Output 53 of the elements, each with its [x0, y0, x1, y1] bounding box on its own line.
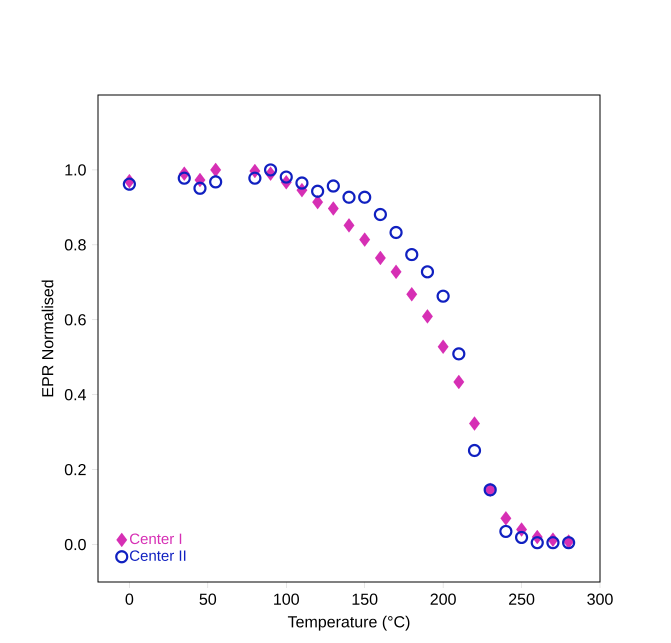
legend-label: Center I — [130, 533, 182, 544]
point — [546, 536, 560, 550]
point — [452, 347, 466, 360]
x-tick-label: 150 — [352, 594, 378, 605]
point — [468, 444, 482, 458]
point — [389, 226, 403, 240]
point — [358, 190, 372, 204]
x-tick-label: 300 — [587, 594, 613, 605]
x-axis-title: Temperature (°C) — [288, 616, 410, 631]
point — [344, 218, 354, 233]
point — [264, 163, 278, 177]
point — [280, 170, 293, 184]
x-tick-label: 100 — [274, 594, 299, 605]
point — [422, 309, 433, 324]
point — [405, 248, 418, 262]
point — [514, 530, 528, 544]
point — [295, 176, 309, 190]
point — [469, 416, 480, 431]
point — [122, 178, 136, 191]
point — [499, 524, 512, 538]
point — [209, 175, 222, 188]
legend-label: Center II — [130, 550, 186, 561]
point — [359, 232, 370, 247]
x-tick-label: 250 — [509, 594, 534, 605]
point — [406, 287, 418, 302]
y-tick-label: 1.0 — [65, 164, 86, 176]
y-tick-label: 0.6 — [64, 314, 86, 326]
y-tick-label: 0.8 — [64, 239, 86, 251]
point — [500, 511, 512, 526]
point — [326, 179, 340, 193]
point — [436, 290, 450, 303]
point — [312, 194, 324, 210]
point — [453, 374, 464, 390]
point — [390, 264, 402, 280]
point — [178, 172, 191, 185]
point — [420, 265, 434, 278]
y-tick-label: 0.0 — [64, 538, 86, 550]
point — [342, 190, 356, 204]
x-tick-label: 50 — [200, 594, 216, 605]
x-tick-label: 200 — [430, 594, 456, 605]
point — [248, 172, 262, 185]
point — [374, 208, 387, 222]
point — [193, 182, 207, 195]
point — [311, 184, 324, 198]
y-axis-title: EPR Normalised — [42, 280, 54, 396]
point — [438, 340, 449, 354]
y-tick-label: 0.2 — [64, 464, 86, 476]
point — [374, 250, 386, 266]
x-tick-label: 0 — [126, 594, 134, 605]
point — [210, 162, 222, 178]
y-tick-label: 0.4 — [64, 389, 86, 400]
point — [530, 536, 544, 550]
point — [328, 201, 339, 216]
